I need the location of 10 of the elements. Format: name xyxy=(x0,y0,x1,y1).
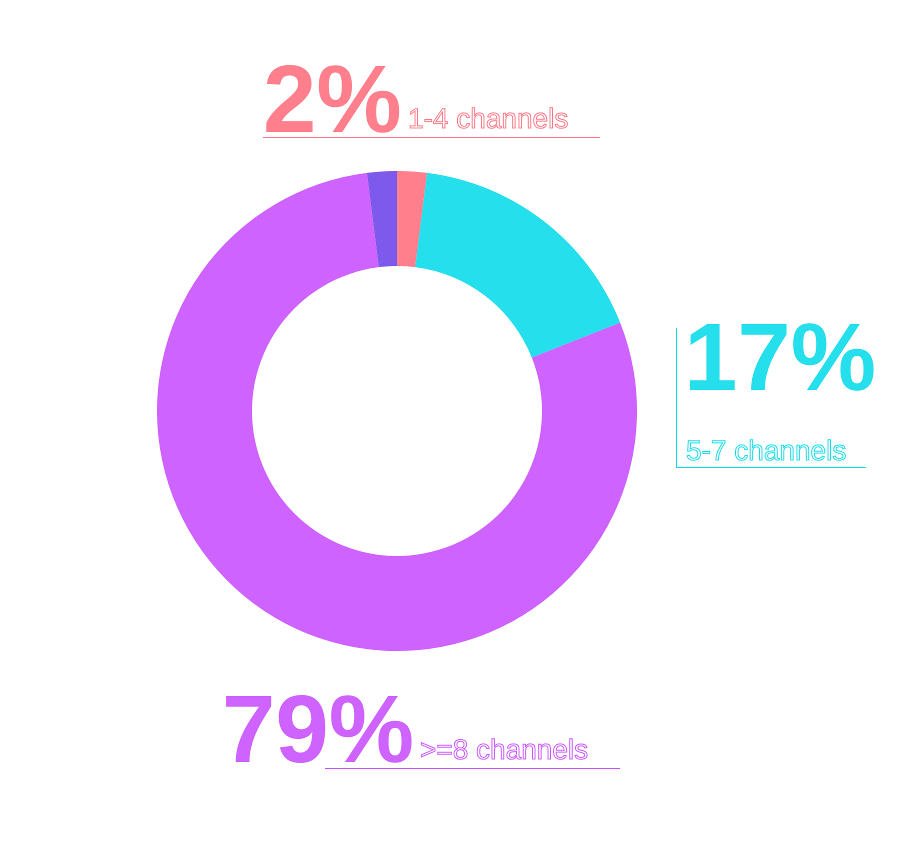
slice-label: >=8 channels xyxy=(420,734,588,765)
data-label: 79% xyxy=(222,676,414,783)
data-label: 2% xyxy=(263,46,402,153)
donut-slice xyxy=(415,172,620,358)
donut-slice xyxy=(157,172,637,651)
slice-label: 5-7 channels xyxy=(686,435,846,466)
donut-slice xyxy=(397,171,428,268)
slice-label: 1-4 channels xyxy=(408,103,568,134)
data-label: 17% xyxy=(684,304,876,411)
donut-slice xyxy=(366,171,397,268)
